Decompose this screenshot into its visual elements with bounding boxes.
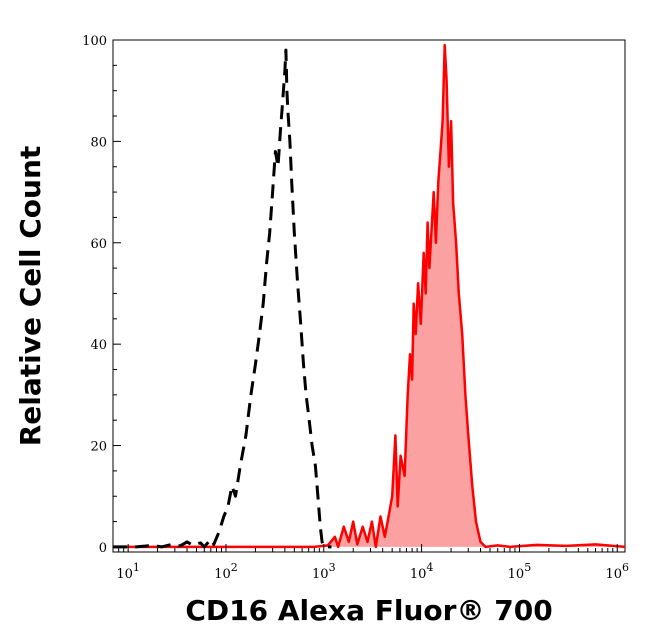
x-tick-label: 104 bbox=[410, 561, 434, 582]
x-tick-label: 101 bbox=[116, 561, 140, 582]
y-axis-title: Relative Cell Count bbox=[14, 146, 47, 447]
series-1-line bbox=[113, 43, 626, 549]
x-axis-title: CD16 Alexa Fluor® 700 bbox=[185, 594, 552, 627]
plot-area bbox=[112, 39, 626, 553]
x-tick-label: 103 bbox=[312, 561, 336, 582]
x-tick-label: 106 bbox=[605, 561, 629, 582]
x-tick-label: 102 bbox=[214, 561, 238, 582]
y-tick-label: 0 bbox=[99, 541, 107, 556]
x-axis: 101 102 103 104 105 106 bbox=[112, 544, 629, 582]
y-tick-label: 100 bbox=[82, 34, 107, 49]
x-tick-label: 105 bbox=[508, 561, 532, 582]
y-tick-label: 60 bbox=[90, 237, 107, 252]
y-axis: 0 20 40 60 80 100 bbox=[82, 34, 121, 556]
y-tick-label: 20 bbox=[90, 440, 107, 455]
series-layer bbox=[113, 43, 626, 549]
y-tick-label: 40 bbox=[90, 338, 107, 353]
y-tick-label: 80 bbox=[90, 135, 107, 150]
series-0-line bbox=[113, 48, 332, 549]
